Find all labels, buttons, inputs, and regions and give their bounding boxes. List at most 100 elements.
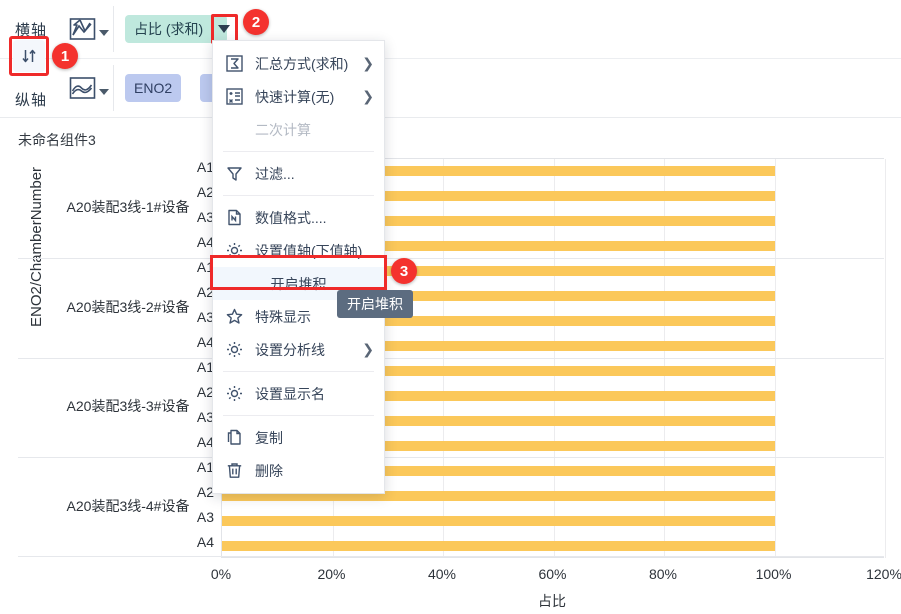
x-axis-chart-type-picker[interactable] (62, 17, 116, 42)
chart-bar[interactable] (222, 241, 775, 252)
axis-toolbar: 横轴 纵轴 (0, 0, 901, 118)
y-axis-field-chip[interactable]: ENO2 (125, 74, 182, 102)
y-axis-category-label: A3 (196, 209, 214, 226)
chart-bar[interactable] (222, 166, 775, 177)
y-axis-category-label: A1 (196, 259, 214, 276)
chart-bar[interactable] (222, 440, 775, 451)
chart-gridline (774, 159, 776, 558)
y-axis-category-label: A3 (196, 508, 214, 525)
x-axis-shelf-label: 横轴 (14, 21, 47, 39)
y-axis-category-label: A3 (196, 309, 214, 326)
chart-bar[interactable] (222, 515, 775, 526)
y-axis-title: ENO2/ChamberNumber (28, 166, 45, 327)
menu-separator (223, 151, 374, 152)
chart-bar[interactable] (222, 540, 775, 551)
menu-item-label: 设置值轴(下值轴) (255, 242, 363, 259)
field-context-menu[interactable]: 汇总方式(求和) ❯ 快速计算(无) ❯ 二次计算过滤... 数值格式.... 设置值轴(下… (212, 40, 385, 494)
y-axis-chart-type-picker[interactable] (62, 76, 116, 101)
y-axis-category-label: A2 (196, 383, 214, 400)
menu-item-删除[interactable]: 删除 (213, 454, 384, 487)
chevron-right-icon: ❯ (362, 55, 374, 71)
y-axis-category-label: A4 (196, 334, 214, 351)
group-separator (18, 257, 884, 259)
chart-bar[interactable] (222, 316, 775, 327)
menu-item-label: 设置分析线 (255, 341, 325, 358)
toolbar-bottom-border (0, 117, 901, 118)
y-axis-category-label: A2 (196, 483, 214, 500)
x-axis-field-chip[interactable]: 占比 (求和) (125, 15, 228, 43)
number-format-icon (225, 209, 243, 227)
menu-separator (223, 415, 374, 416)
menu-item-label: 特殊显示 (255, 308, 311, 325)
chart-bar[interactable] (222, 490, 775, 501)
y-axis-field-chip-label: ENO2 (125, 74, 182, 102)
gear-icon (225, 385, 243, 403)
copy-icon (225, 429, 243, 447)
quick-calc-icon (225, 88, 243, 106)
menu-item-复制[interactable]: 复制 (213, 421, 384, 454)
group-separator (18, 357, 884, 359)
sigma-icon (225, 55, 243, 73)
toolbar-vertical-separator-2 (113, 65, 114, 111)
chart-bar[interactable] (222, 415, 775, 426)
toolbar-vertical-separator-1 (113, 6, 114, 52)
step-badge-2: 2 (243, 9, 269, 35)
chart-bar[interactable] (222, 390, 775, 401)
chevron-right-icon: ❯ (362, 88, 374, 104)
menu-item-label: 过滤... (255, 165, 295, 182)
menu-item-label: 设置显示名 (255, 385, 325, 402)
swap-vertical-icon (20, 47, 38, 65)
chart-bar[interactable] (222, 191, 775, 202)
y-axis-group-label: A20装配3线-3#设备 (66, 398, 190, 415)
y-axis-category-label: A4 (196, 533, 214, 550)
gear-icon (225, 341, 243, 359)
chart-bar[interactable] (222, 365, 775, 376)
chart-bar[interactable] (222, 266, 775, 277)
menu-item-设置分析线[interactable]: 设置分析线 ❯ (213, 333, 384, 366)
component-title: 未命名组件3 (18, 132, 96, 148)
x-axis-tick-label: 100% (755, 566, 792, 582)
y-axis-category-label: A1 (196, 358, 214, 375)
menu-item-设置值轴下值轴[interactable]: 设置值轴(下值轴) (213, 234, 384, 267)
star-icon (225, 308, 243, 326)
x-axis-tick-label: 80% (648, 566, 678, 582)
menu-item-label: 开启堆积 (270, 275, 327, 292)
x-axis-field-chip-caret-icon[interactable] (218, 25, 230, 33)
x-axis-tick-label: 0% (210, 566, 232, 582)
gear-icon (225, 242, 243, 260)
y-axis-shelf-label: 纵轴 (14, 91, 47, 109)
menu-item-汇总方式求和[interactable]: 汇总方式(求和) ❯ (213, 47, 384, 80)
menu-separator (223, 371, 374, 372)
y-axis-category-label: A1 (196, 159, 214, 176)
group-separator (18, 556, 884, 557)
x-axis-shelf: 横轴 (0, 0, 901, 58)
swap-axes-button[interactable] (13, 40, 45, 72)
menu-item-快速计算无[interactable]: 快速计算(无) ❯ (213, 80, 384, 113)
y-axis-category-label: A2 (196, 284, 214, 301)
line-chart-icon (69, 76, 96, 101)
step-badge-1: 1 (52, 43, 78, 69)
y-axis-group-label: A20装配3线-4#设备 (66, 498, 190, 515)
chart-bar[interactable] (222, 465, 775, 476)
menu-item-特殊显示[interactable]: 特殊显示 (213, 300, 384, 333)
chart-gridline (443, 159, 444, 558)
chart-bar[interactable] (222, 216, 775, 227)
chart-gridline (885, 159, 886, 558)
bar-chart: ENO2/ChamberNumber A20装配3线-1#设备 A1 A2 A3 A4 A… (18, 157, 886, 558)
menu-item-过滤[interactable]: 过滤... (213, 157, 384, 190)
x-axis-field-chip-label: 占比 (求和) (125, 15, 228, 43)
chart-bar[interactable] (222, 341, 775, 352)
x-axis-tick-label: 40% (427, 566, 457, 582)
menu-item-label: 数值格式.... (255, 209, 327, 226)
menu-item-设置显示名[interactable]: 设置显示名 (213, 377, 384, 410)
chart-plot-area (221, 158, 886, 558)
menu-item-label: 快速计算(无) (255, 88, 335, 105)
chart-bar[interactable] (222, 291, 775, 302)
menu-item-label: 二次计算 (255, 121, 311, 138)
menu-item-数值格式[interactable]: 数值格式.... (213, 201, 384, 234)
chevron-down-icon (99, 89, 109, 95)
y-axis-shelf: 纵轴 (0, 59, 901, 117)
step-badge-3: 3 (391, 258, 417, 284)
y-axis-group-label: A20装配3线-1#设备 (66, 198, 190, 215)
menu-separator (223, 195, 374, 196)
